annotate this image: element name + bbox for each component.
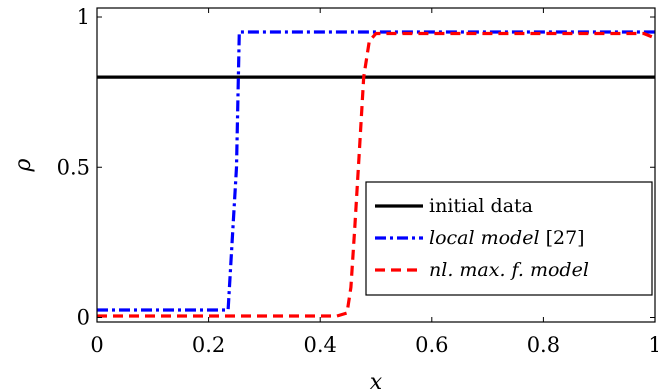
x-tick-label: 0.4	[303, 333, 336, 357]
y-axis-label: ρ	[11, 158, 36, 172]
plot-frame	[96, 7, 656, 323]
y-tick-label: 1	[77, 5, 90, 29]
axis-ticks: 0 0.2 0.4 0.6 0.8 1 0 0.5 1	[57, 5, 658, 357]
plot-lines	[97, 30, 655, 318]
legend: initial data local model [27] nl. max. f. …	[365, 181, 653, 296]
series-line-3	[97, 31, 655, 318]
y-tick-label: 0	[77, 305, 90, 329]
x-tick-label: 0.6	[415, 333, 448, 357]
x-tick-label: 0.8	[527, 333, 560, 357]
legend-label-1: initial data	[429, 195, 533, 217]
y-tick-label: 0.5	[57, 155, 90, 179]
legend-label-text: local model	[429, 227, 540, 249]
legend-label-text: initial data	[429, 195, 533, 217]
x-tick-label: 1	[648, 333, 658, 357]
legend-label-3: nl. max. f. model	[429, 259, 589, 281]
x-axis-label: x	[370, 370, 383, 392]
x-tick-label: 0.2	[192, 333, 225, 357]
legend-citation: [27]	[540, 227, 585, 249]
legend-label-text: nl. max. f. model	[429, 259, 589, 281]
series-line-2	[97, 30, 655, 312]
legend-label-2: local model [27]	[429, 227, 585, 249]
x-tick-label: 0	[90, 333, 103, 357]
